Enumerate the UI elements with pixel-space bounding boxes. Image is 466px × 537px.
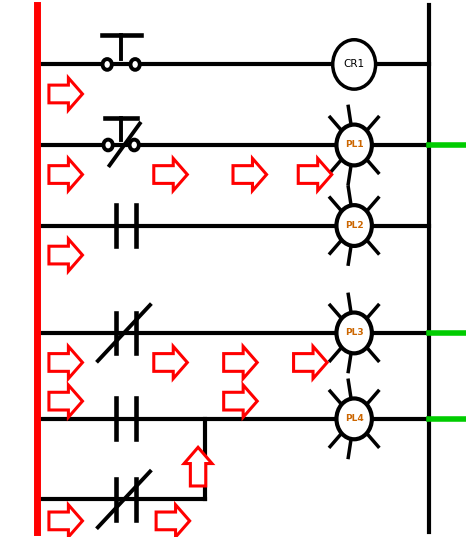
Circle shape [336,125,372,165]
Circle shape [103,59,112,70]
Circle shape [336,398,372,439]
Text: PL1: PL1 [345,141,363,149]
Text: PL3: PL3 [345,329,363,337]
Polygon shape [233,158,267,191]
Text: PL2: PL2 [345,221,363,230]
Polygon shape [49,385,82,417]
Circle shape [336,313,372,353]
Polygon shape [156,505,190,537]
Polygon shape [49,158,82,191]
Circle shape [130,140,139,150]
Polygon shape [49,78,82,110]
Polygon shape [294,346,327,379]
Polygon shape [49,505,82,537]
Text: CR1: CR1 [343,60,365,69]
Text: PL4: PL4 [345,415,363,423]
Circle shape [103,140,113,150]
Polygon shape [224,346,257,379]
Polygon shape [154,158,187,191]
Polygon shape [49,346,82,379]
Circle shape [130,59,140,70]
Polygon shape [184,447,212,486]
Polygon shape [298,158,332,191]
Polygon shape [49,239,82,271]
Circle shape [336,205,372,246]
Polygon shape [224,385,257,417]
Polygon shape [154,346,187,379]
Circle shape [333,40,376,89]
